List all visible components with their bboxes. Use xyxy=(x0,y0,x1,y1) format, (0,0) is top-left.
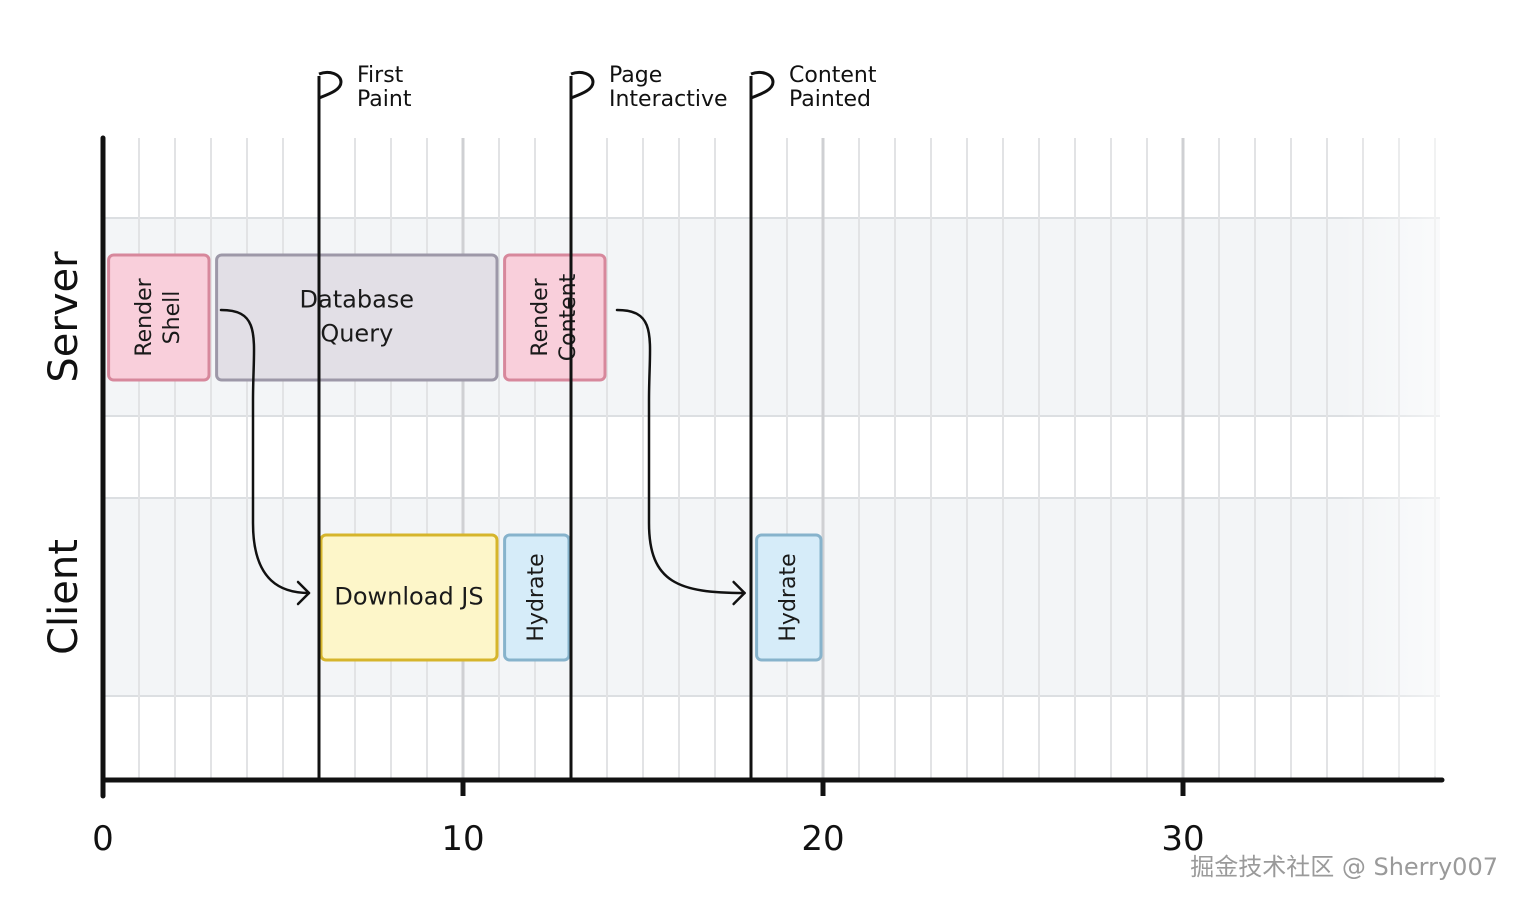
segment-label: Render xyxy=(528,277,553,356)
arrow-path xyxy=(219,308,311,595)
segment-label: Database xyxy=(300,286,415,314)
segment-box xyxy=(215,253,499,382)
marker-label: Page xyxy=(609,63,662,88)
marker-label: First xyxy=(357,63,404,88)
connector-arrow xyxy=(615,308,746,606)
flag-icon xyxy=(570,70,595,100)
marker-label: Painted xyxy=(789,87,871,112)
segment-label: Query xyxy=(320,320,393,348)
arrowhead-icon xyxy=(296,580,311,606)
marker-label: Interactive xyxy=(609,87,728,112)
segment-database-query: Database Query xyxy=(215,253,499,382)
arrow-path xyxy=(615,308,746,595)
tick-label: 30 xyxy=(1161,819,1204,859)
arrowhead-icon xyxy=(732,580,746,606)
watermark: 掘金技术社区 @ Sherry007 xyxy=(1190,853,1498,881)
tick-label: 0 xyxy=(92,819,114,859)
segment-hydrate: Hydrate xyxy=(755,533,823,662)
segment-download-js: Download JS xyxy=(319,533,499,662)
segment-label: Download JS xyxy=(334,583,483,611)
grid-fade xyxy=(1340,138,1522,776)
segment-label: Shell xyxy=(160,291,185,345)
segment-box xyxy=(319,533,499,662)
marker-label: Paint xyxy=(357,87,412,112)
segment-box xyxy=(503,253,607,382)
segment-label: Content xyxy=(556,273,581,361)
connector-arrow xyxy=(219,308,311,606)
segment-render-content: Render Content xyxy=(503,253,607,382)
tick-label: 10 xyxy=(441,819,484,859)
flag-icon xyxy=(750,70,775,100)
segment-label: Hydrate xyxy=(524,553,549,641)
tick-label: 20 xyxy=(801,819,844,859)
marker-label: Content xyxy=(789,63,877,88)
segment-render-shell: Render Shell xyxy=(107,253,211,382)
lane-label-server: Server xyxy=(41,251,87,383)
segment-box xyxy=(755,533,823,662)
segment-box xyxy=(107,253,211,382)
segment-label: Render xyxy=(132,277,157,356)
lane-label-client: Client xyxy=(41,539,87,655)
segment-box xyxy=(503,533,571,662)
flag-icon xyxy=(318,70,343,100)
segment-hydrate: Hydrate xyxy=(503,533,571,662)
segment-label: Hydrate xyxy=(776,553,801,641)
